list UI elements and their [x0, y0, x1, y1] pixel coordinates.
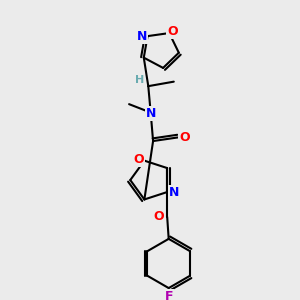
Text: O: O — [167, 25, 178, 38]
Text: N: N — [146, 107, 157, 120]
Text: N: N — [169, 185, 179, 199]
Text: O: O — [133, 153, 144, 166]
Text: F: F — [164, 290, 173, 300]
Text: H: H — [135, 75, 145, 85]
Text: O: O — [179, 131, 190, 144]
Text: N: N — [137, 30, 147, 43]
Text: O: O — [154, 211, 164, 224]
